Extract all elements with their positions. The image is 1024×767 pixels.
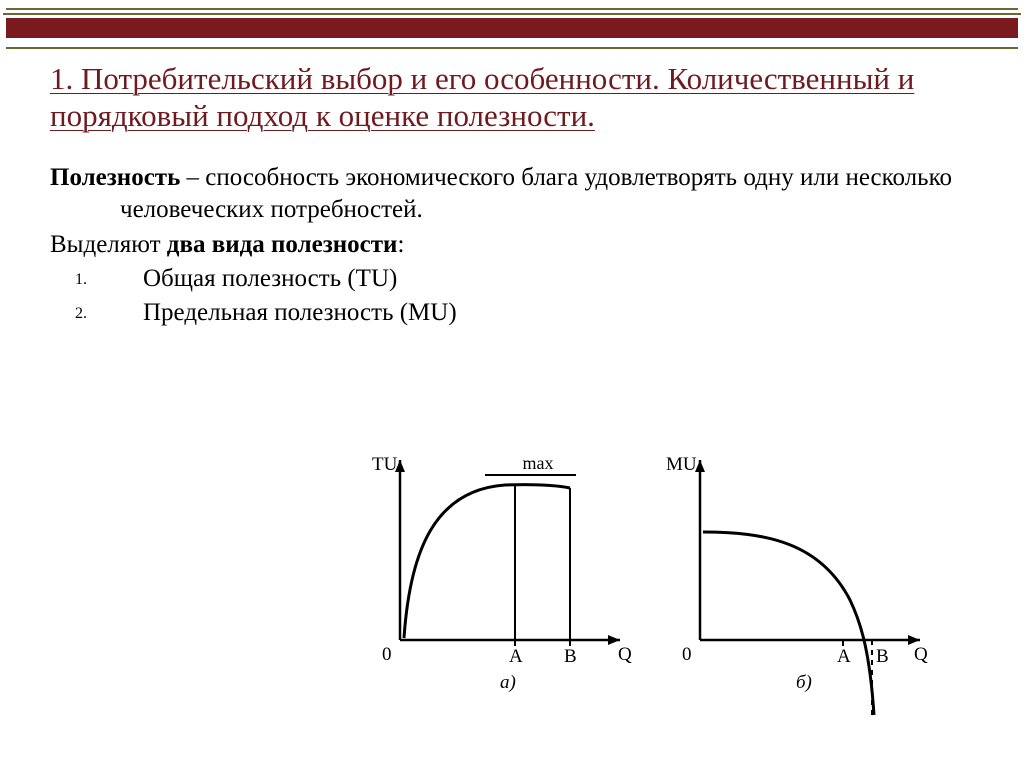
svg-text:TU: TU xyxy=(372,454,398,475)
definition-paragraph: Полезность – способность экономического … xyxy=(50,162,984,225)
types-intro-suffix: : xyxy=(397,231,404,258)
list-text: Общая полезность (TU) xyxy=(143,265,397,293)
chart-tu: TU Q 0 A Bmax a) xyxy=(360,440,650,700)
svg-text:max: max xyxy=(523,453,554,473)
svg-text:MU: MU xyxy=(666,454,697,475)
charts-container: TU Q 0 A Bmax a) MU Q 0 A Bб) xyxy=(360,440,980,750)
types-intro-bold: два вида полезности xyxy=(167,231,398,258)
svg-text:Q: Q xyxy=(914,644,928,665)
list-number: 1. xyxy=(75,265,143,293)
svg-text:B: B xyxy=(564,646,577,667)
svg-text:a): a) xyxy=(500,672,516,693)
svg-text:B: B xyxy=(876,646,889,667)
decorative-top-frame xyxy=(3,3,1021,53)
slide-content: 1. Потребительский выбор и его особеннос… xyxy=(50,60,984,333)
svg-text:A: A xyxy=(837,646,851,667)
svg-text:б): б) xyxy=(796,672,812,693)
svg-text:A: A xyxy=(509,646,523,667)
svg-text:0: 0 xyxy=(682,644,692,665)
definition-term: Полезность xyxy=(50,164,180,191)
definition-text: – способность экономического блага удовл… xyxy=(120,164,952,222)
chart-mu: MU Q 0 A Bб) xyxy=(660,440,950,750)
list-text: Предельная полезность (MU) xyxy=(143,299,457,327)
list-item: 2. Предельная полезность (MU) xyxy=(75,299,984,327)
slide-title: 1. Потребительский выбор и его особеннос… xyxy=(50,60,984,134)
types-intro: Выделяют два вида полезности: xyxy=(50,231,984,259)
svg-text:Q: Q xyxy=(618,644,632,665)
utility-types-list: 1. Общая полезность (TU) 2. Предельная п… xyxy=(50,265,984,327)
svg-text:0: 0 xyxy=(382,644,392,665)
types-intro-prefix: Выделяют xyxy=(50,231,167,258)
list-number: 2. xyxy=(75,299,143,327)
list-item: 1. Общая полезность (TU) xyxy=(75,265,984,293)
